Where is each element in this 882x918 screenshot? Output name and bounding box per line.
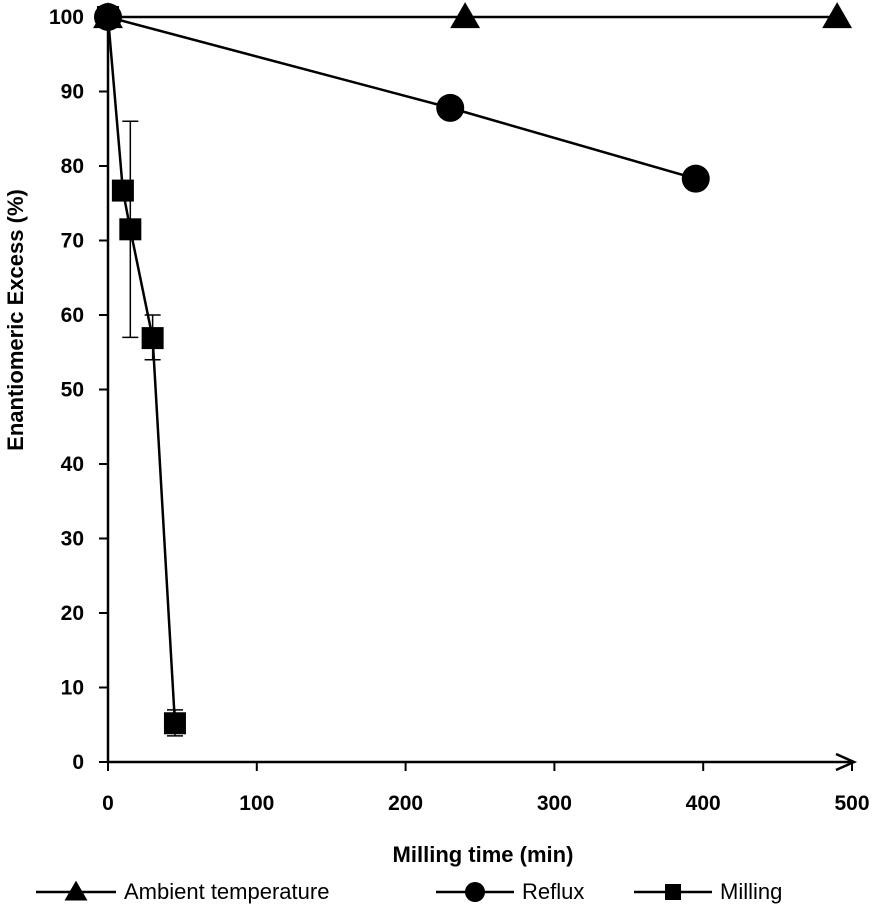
x-tick-label: 400: [686, 792, 721, 815]
data-point-circle: [681, 164, 710, 193]
axes: 0 10 20 30 40 50 60 70 80 90 100 0 100 200 300 400 500: [49, 6, 870, 815]
legend-item: Ambient temperature: [36, 879, 329, 904]
y-tick-label: 60: [61, 304, 84, 327]
x-axis-arrowhead: [835, 752, 858, 772]
legend-marker-triangle: [64, 880, 88, 901]
data-point-square: [163, 712, 186, 735]
series-line: [106, 16, 177, 724]
x-tick-label: 200: [388, 792, 423, 815]
legend-item: Reflux: [436, 879, 584, 904]
series-square: [97, 6, 186, 737]
legend-marker-square: [665, 884, 681, 900]
legend-item: Milling: [634, 879, 782, 904]
y-tick-label: 100: [49, 6, 84, 29]
series-triangle: [93, 2, 853, 29]
data-point-square: [141, 327, 164, 350]
series-line: [107, 15, 697, 180]
x-tick-label: 500: [834, 792, 869, 815]
data-point-triangle: [450, 2, 481, 29]
legend-label: Reflux: [522, 879, 584, 904]
x-tick-label: 0: [102, 792, 114, 815]
x-tick-label: 300: [537, 792, 572, 815]
data-point-square: [111, 179, 134, 202]
legend-marker-circle: [465, 882, 485, 902]
data-point-square: [119, 218, 142, 241]
data-point-circle: [436, 93, 465, 122]
y-tick-label: 90: [61, 81, 84, 104]
x-tick-label: 100: [239, 792, 274, 815]
legend-label: Ambient temperature: [124, 879, 329, 904]
y-axis-title: Enantiomeric Excess (%): [3, 189, 28, 451]
y-tick-label: 80: [61, 155, 84, 178]
series-layer: [93, 2, 853, 737]
y-tick-label: 40: [61, 453, 84, 476]
y-tick-label: 50: [61, 379, 84, 402]
data-point-triangle: [93, 2, 123, 29]
legend: Ambient temperature Reflux Milling: [36, 879, 782, 904]
data-point-triangle: [822, 2, 853, 29]
series-circle: [94, 3, 710, 193]
y-tick-label: 30: [61, 528, 84, 551]
y-tick-label: 10: [61, 677, 84, 700]
legend-label: Milling: [720, 879, 782, 904]
y-tick-label: 0: [72, 751, 84, 774]
y-tick-label: 70: [61, 230, 84, 253]
y-tick-label: 20: [61, 602, 84, 625]
x-axis-title: Milling time (min): [393, 842, 574, 867]
